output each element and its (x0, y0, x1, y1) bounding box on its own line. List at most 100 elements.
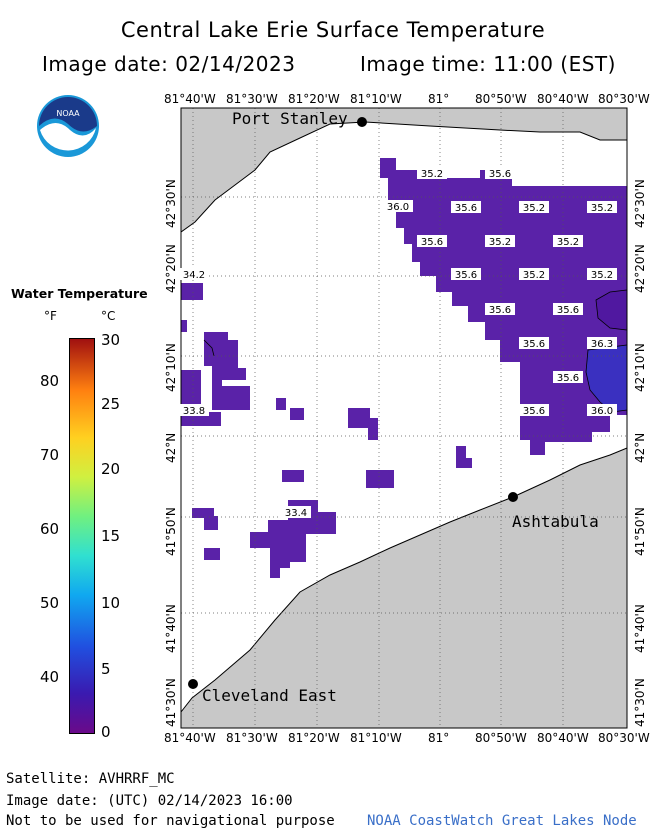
data-cell (282, 470, 304, 482)
temperature-label-bg (451, 201, 481, 213)
temperature-label-bg (485, 235, 515, 247)
temperature-label-bg (179, 268, 209, 280)
temperature-label: 34.2 (183, 270, 205, 281)
top-lon-tick: 81°40'W (164, 92, 216, 106)
data-cell (204, 332, 246, 392)
temperature-label-bg (485, 167, 515, 179)
temperature-label: 36.0 (387, 202, 409, 213)
disclaimer: Not to be used for navigational purpose (6, 813, 335, 829)
c-tick: 20 (101, 460, 121, 478)
top-lon-tick: 81°10'W (350, 92, 402, 106)
temperature-label: 35.2 (489, 237, 511, 248)
page-title: Central Lake Erie Surface Temperature (120, 18, 546, 42)
temperature-label: 35.2 (523, 270, 545, 281)
bottom-lon-tick: 80°30'W (598, 731, 650, 745)
data-cell (456, 458, 472, 468)
c-tick: 10 (101, 594, 121, 612)
map-border (180, 107, 628, 729)
top-lon-tick: 80°30'W (598, 92, 650, 106)
temperature-label: 35.6 (455, 270, 477, 281)
f-tick: 80 (40, 372, 60, 390)
data-cell (348, 408, 378, 440)
bottom-lon-tick: 81°20'W (288, 731, 340, 745)
temperature-label-bg (417, 167, 447, 179)
temperature-label: 36.3 (591, 339, 613, 350)
unit-fahrenheit: °F (44, 309, 57, 323)
temperature-label: 35.6 (455, 203, 477, 214)
temperature-label-bg (417, 235, 447, 247)
temperature-label: 35.6 (557, 305, 579, 316)
temperature-label: 36.0 (591, 406, 613, 417)
temperature-label-bg (553, 235, 583, 247)
temperature-label-bg (587, 404, 617, 416)
data-cell (181, 320, 187, 332)
land-usa (180, 447, 628, 729)
temperature-colorbar (69, 338, 95, 734)
temperature-label-bg (281, 506, 311, 518)
data-cell (276, 398, 286, 410)
temperature-label: 35.2 (591, 270, 613, 281)
temperature-label: 35.2 (421, 169, 443, 180)
temperature-labels: 35.2 35.6 36.0 35.6 35.2 35.2 35.6 35.2 35.2 35.6… (179, 167, 617, 519)
image-date: Image date: 02/14/2023 (42, 52, 296, 76)
data-cell (366, 470, 394, 488)
temperature-label: 35.2 (591, 203, 613, 214)
noaa-logo-text: NOAA (56, 109, 80, 118)
port-stanley-marker[interactable] (357, 117, 367, 127)
data-cell (290, 408, 304, 420)
utc-date: Image date: (UTC) 02/14/2023 16:00 (6, 793, 293, 809)
temperature-label: 35.6 (523, 406, 545, 417)
temperature-label: 35.6 (523, 339, 545, 350)
bottom-lon-tick: 81°40'W (164, 731, 216, 745)
temperature-label-bg (553, 371, 583, 383)
temperature-label-bg (519, 337, 549, 349)
c-tick: 5 (101, 660, 111, 678)
image-time: Image time: 11:00 (EST) (360, 52, 616, 76)
c-tick: 25 (101, 395, 121, 413)
top-lon-tick: 80°40'W (537, 92, 589, 106)
top-lon-tick: 80°50'W (475, 92, 527, 106)
c-tick: 0 (101, 723, 111, 741)
graticule (181, 108, 627, 728)
f-tick: 60 (40, 520, 60, 538)
f-tick: 40 (40, 668, 60, 686)
top-lon-tick: 81°20'W (288, 92, 340, 106)
temperature-label: 35.6 (421, 237, 443, 248)
top-lon-tick: 81° (428, 92, 450, 106)
cleveland-east-marker[interactable] (188, 679, 198, 689)
f-tick: 70 (40, 446, 60, 464)
bottom-lon-tick: 80°40'W (537, 731, 589, 745)
isotherm-line (203, 339, 215, 357)
unit-celsius: °C (101, 309, 116, 323)
data-cell (204, 516, 218, 530)
city-label: Cleveland East (202, 686, 337, 705)
land-canada (180, 107, 628, 233)
ashtabula-marker[interactable] (508, 492, 518, 502)
bottom-lon-tick: 80°50'W (475, 731, 527, 745)
temperature-label-bg (519, 404, 549, 416)
temperature-label-bg (519, 268, 549, 280)
temperature-label: 33.4 (285, 508, 307, 519)
f-tick: 50 (40, 594, 60, 612)
data-cell (192, 508, 214, 518)
temperature-label: 35.6 (489, 305, 511, 316)
top-lon-tick: 81°30'W (226, 92, 278, 106)
credit-link[interactable]: NOAA CoastWatch Great Lakes Node (367, 813, 637, 829)
satellite-info: Satellite: AVHRRF_MC (6, 771, 175, 787)
temperature-label-bg (179, 404, 209, 416)
bottom-lon-tick: 81°30'W (226, 731, 278, 745)
temperature-label: 33.8 (183, 406, 205, 417)
data-cell (456, 446, 466, 460)
city-label: Ashtabula (512, 512, 599, 531)
bottom-lon-tick: 81° (428, 731, 450, 745)
data-cell (250, 500, 336, 578)
city-label: Port Stanley (232, 109, 348, 128)
temperature-label-bg (587, 201, 617, 213)
noaa-logo-icon: NOAA (37, 95, 99, 157)
legend-title: Water Temperature (11, 286, 148, 301)
data-cell (204, 548, 220, 560)
c-tick: 15 (101, 527, 121, 545)
temperature-label-bg (553, 303, 583, 315)
c-tick: 30 (101, 331, 121, 349)
